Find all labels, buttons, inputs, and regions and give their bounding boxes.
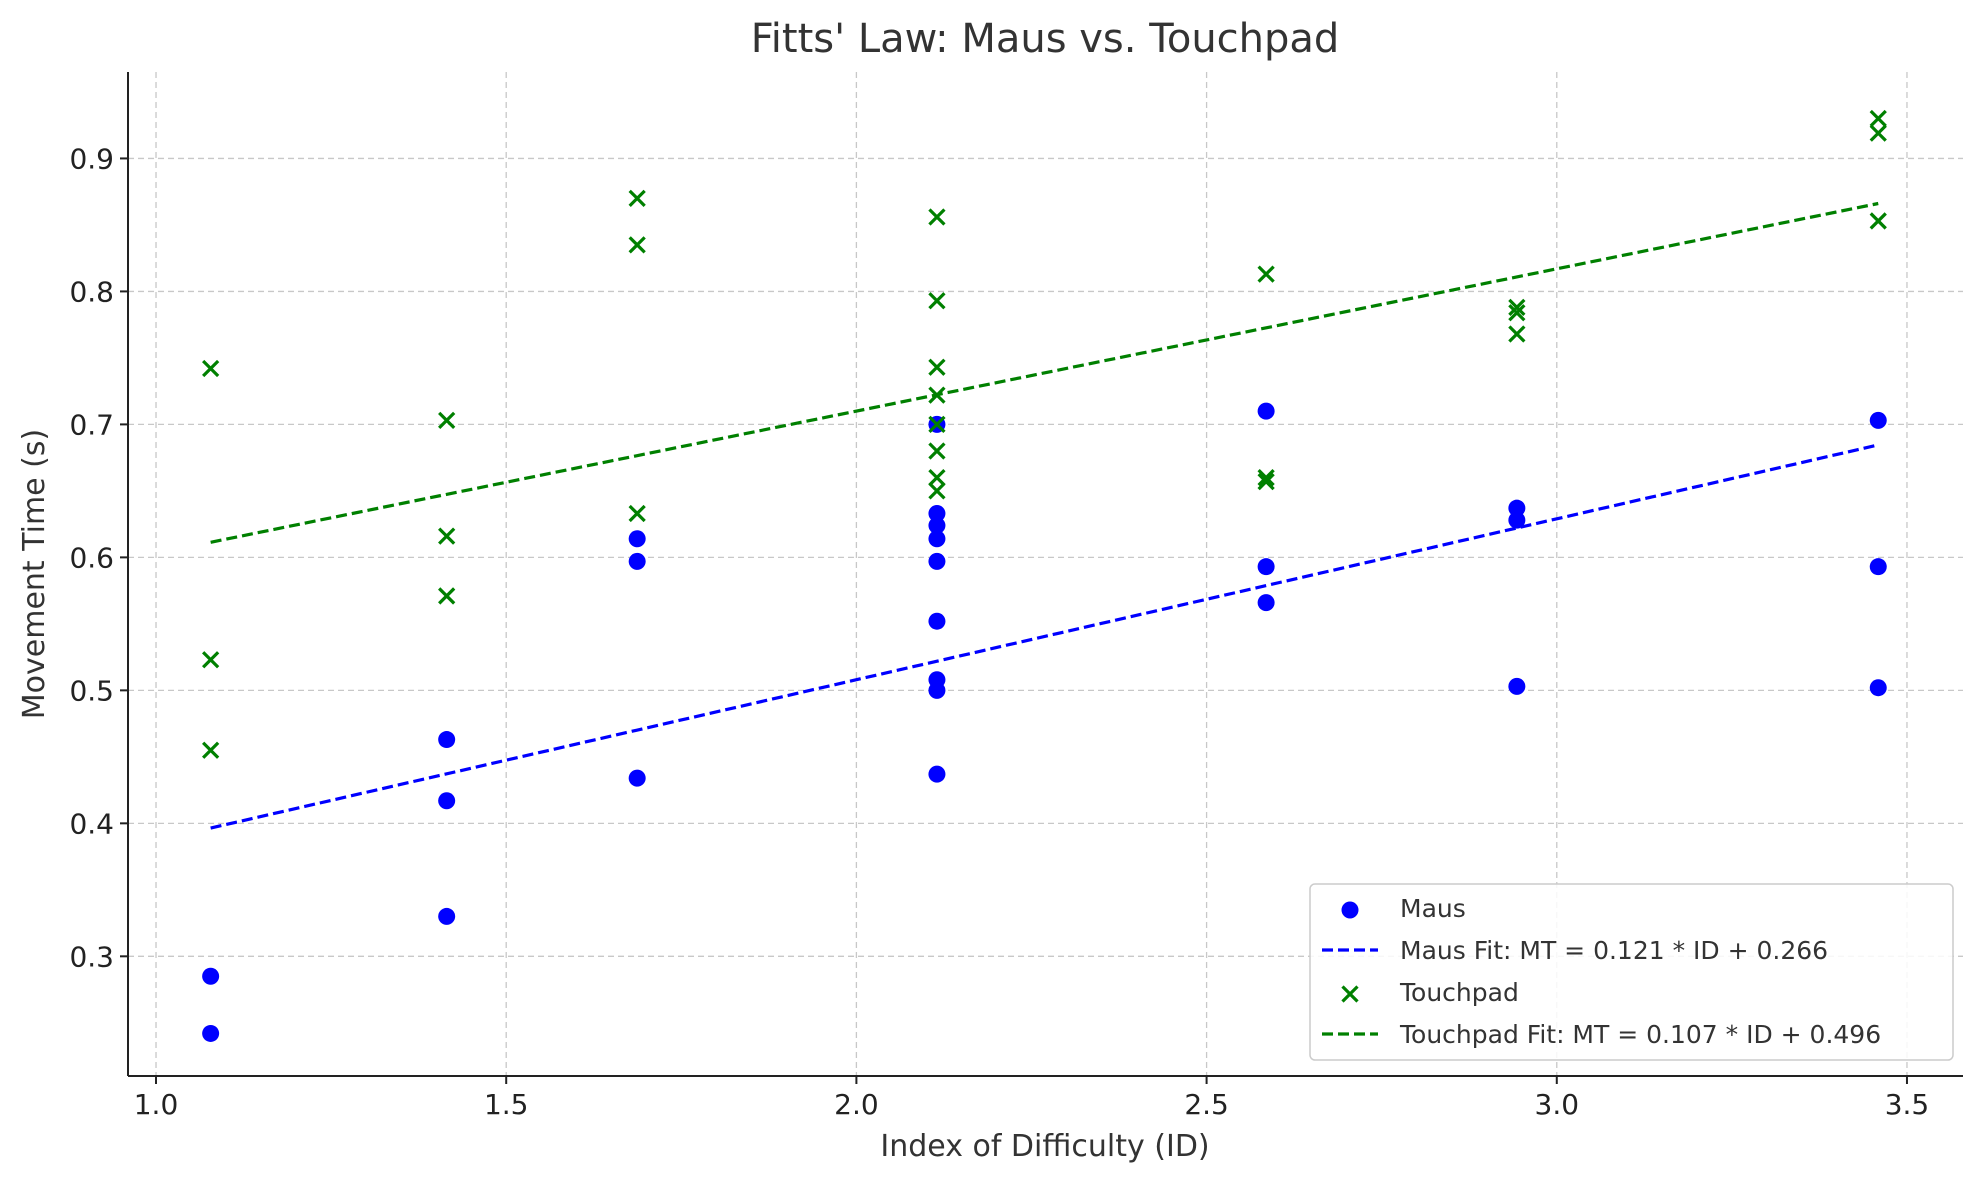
data-point-touchpad (438, 587, 456, 605)
legend-label: Touchpad Fit: MT = 0.107 * ID + 0.496 (1399, 1020, 1881, 1049)
series-maus (202, 402, 1887, 1042)
x-tick-label: 1.5 (484, 1088, 529, 1121)
data-point-maus (1257, 402, 1275, 420)
data-point-maus (438, 792, 456, 810)
data-point-maus (1869, 558, 1887, 576)
data-point-touchpad (1869, 109, 1887, 128)
x-tick-label: 2.0 (834, 1088, 879, 1121)
data-point-touchpad (202, 741, 220, 759)
data-point-maus (1869, 411, 1887, 429)
y-tick-label: 0.6 (69, 541, 114, 574)
legend-label: Maus Fit: MT = 0.121 * ID + 0.266 (1400, 936, 1828, 965)
data-point-maus (1508, 511, 1526, 529)
fit-line (210, 201, 1879, 544)
data-point-touchpad (202, 359, 220, 378)
y-tick-label: 0.5 (69, 674, 114, 707)
y-tick-label: 0.7 (69, 408, 114, 441)
data-point-touchpad (1508, 298, 1526, 317)
data-point-touchpad (1508, 304, 1526, 322)
fit-line (210, 443, 1879, 830)
grid (128, 72, 1963, 1076)
data-point-maus (928, 765, 946, 783)
data-point-touchpad (928, 442, 946, 460)
data-point-touchpad (628, 504, 646, 523)
chart-title: Fitts' Law: Maus vs. Touchpad (751, 16, 1340, 62)
y-tick-label: 0.9 (69, 142, 114, 175)
data-point-maus (1869, 679, 1887, 697)
x-tick-label: 1.0 (134, 1088, 179, 1121)
data-point-touchpad (1869, 212, 1887, 230)
data-point-maus (202, 967, 220, 985)
y-tick-label: 0.4 (69, 807, 114, 840)
ticks: 1.0 1.5 2.0 2.5 3.0 3.5 0.3 0.4 0.5 0.6 0.7 0.8 0.9 (69, 142, 1929, 1121)
data-point-touchpad (1257, 472, 1275, 491)
data-point-maus (438, 907, 456, 925)
data-point-touchpad (1257, 265, 1275, 283)
data-point-touchpad (628, 189, 646, 207)
x-tick-label: 2.5 (1184, 1088, 1229, 1121)
legend-marker (1341, 985, 1359, 1003)
data-point-touchpad (202, 651, 220, 669)
data-point-maus (928, 530, 946, 548)
data-point-maus (928, 612, 946, 630)
data-point-maus (202, 1024, 220, 1042)
data-point-touchpad (928, 468, 946, 487)
y-tick-label: 0.8 (69, 275, 114, 308)
data-point-maus (628, 769, 646, 787)
data-point-maus (1257, 558, 1275, 576)
data-point-maus (928, 504, 946, 522)
x-tick-label: 3.5 (1885, 1088, 1930, 1121)
axes (127, 72, 1963, 1077)
legend-label: Touchpad (1399, 978, 1519, 1007)
data-point-touchpad (438, 527, 456, 545)
data-point-touchpad (928, 482, 946, 500)
data-point-touchpad (1869, 124, 1887, 142)
legend: Maus Maus Fit: MT = 0.121 * ID + 0.266 Tou… (1309, 883, 1954, 1061)
data-point-touchpad (628, 236, 646, 254)
data-point-maus (438, 731, 456, 749)
y-tick-label: 0.3 (69, 940, 114, 973)
legend-label: Maus (1400, 894, 1466, 923)
x-axis-label: Index of Difficulty (ID) (880, 1129, 1209, 1164)
data-point-maus (1508, 677, 1526, 695)
data-point-maus (928, 681, 946, 699)
data-point-maus (928, 516, 946, 534)
data-point-maus (1257, 594, 1275, 612)
x-tick-label: 3.0 (1535, 1088, 1580, 1121)
data-point-touchpad (1257, 468, 1275, 487)
series-touchpad (202, 109, 1887, 759)
data-point-maus (628, 552, 646, 570)
data-point-touchpad (928, 415, 946, 434)
plot-area (202, 109, 1887, 1042)
data-point-touchpad (928, 208, 946, 226)
data-point-maus (928, 552, 946, 570)
data-point-touchpad (928, 292, 946, 310)
data-point-touchpad (928, 358, 946, 376)
legend-box (1309, 883, 1954, 1061)
y-axis-label: Movement Time (s) (17, 429, 52, 719)
legend-marker (1341, 901, 1359, 919)
data-point-maus (1508, 499, 1526, 517)
data-point-touchpad (1508, 325, 1526, 343)
data-point-maus (628, 530, 646, 548)
data-point-touchpad (438, 411, 456, 430)
